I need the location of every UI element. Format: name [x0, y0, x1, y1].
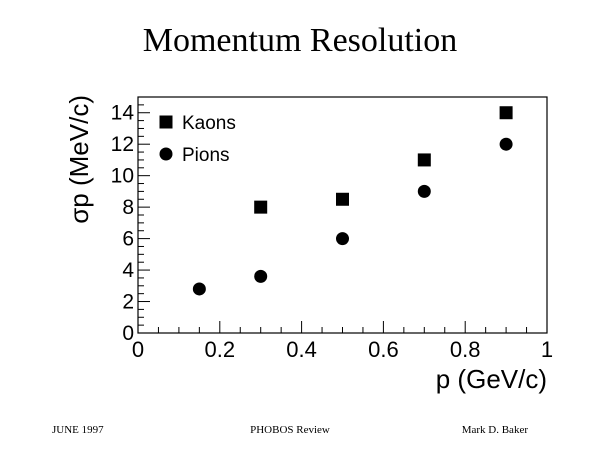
legend-marker-kaons — [159, 115, 173, 129]
x-tick-label: 0.8 — [450, 337, 481, 362]
x-axis-label: p (GeV/c) — [436, 364, 547, 394]
pions-point — [192, 282, 206, 296]
pions-point — [254, 269, 268, 283]
y-axis-label: σp (MeV/c) — [64, 95, 94, 224]
y-tick-label: 8 — [122, 196, 134, 219]
pions-point — [499, 137, 513, 151]
y-tick-label: 6 — [122, 228, 134, 251]
x-tick-label: 1 — [541, 337, 553, 362]
slide-title: Momentum Resolution — [142, 22, 458, 59]
kaons-point — [499, 106, 513, 120]
y-tick-label: 14 — [111, 102, 135, 125]
y-tick-label: 12 — [111, 133, 134, 156]
x-tick-label: 0.6 — [368, 337, 399, 362]
pions-point — [336, 232, 349, 246]
kaons-point — [336, 192, 349, 206]
y-tick-label: 4 — [122, 259, 134, 282]
y-tick-label: 0 — [122, 322, 134, 345]
kaons-point — [417, 153, 431, 167]
footer-author: Mark D. Baker — [461, 424, 528, 436]
legend-marker-pions — [159, 147, 173, 161]
x-tick-label: 0.2 — [205, 337, 236, 362]
y-tick-label: 10 — [111, 165, 134, 188]
kaons-point — [254, 200, 268, 214]
x-tick-label: 0 — [132, 337, 144, 362]
legend-label: Pions — [182, 145, 230, 166]
y-tick-label: 2 — [122, 291, 134, 314]
footer-date: JUNE 1997 — [52, 424, 104, 436]
data-points — [192, 106, 513, 296]
legend: Kaons Pions — [159, 113, 236, 166]
footer-event: PHOBOS Review — [250, 424, 330, 436]
legend-label: Kaons — [182, 113, 236, 134]
pions-point — [417, 184, 431, 198]
x-tick-label: 0.4 — [286, 337, 317, 362]
